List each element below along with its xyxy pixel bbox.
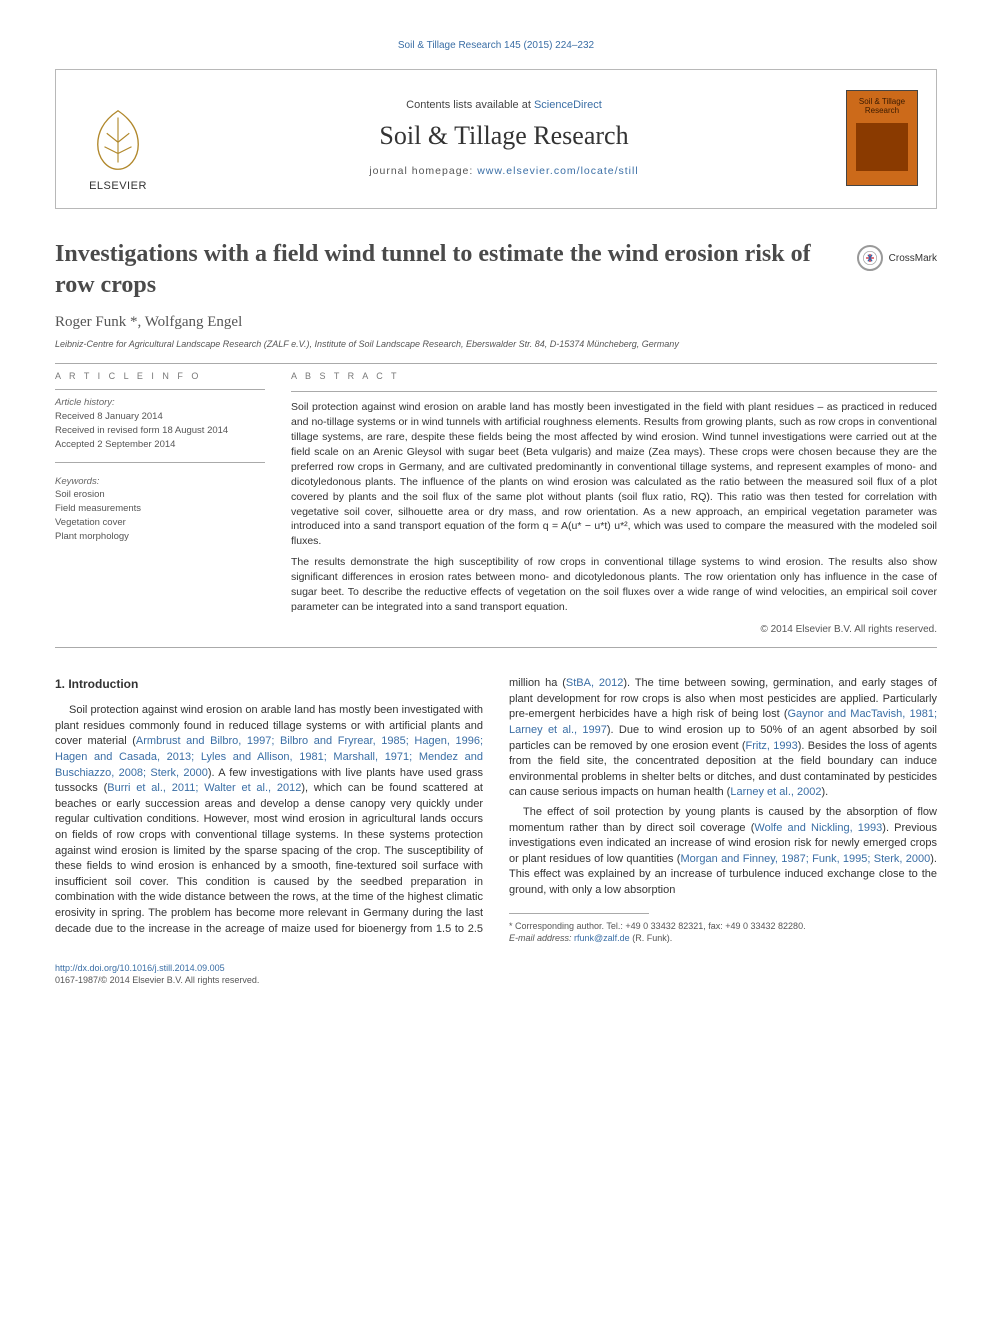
contents-prefix: Contents lists available at <box>406 99 534 111</box>
divider-info <box>55 389 265 390</box>
ref-2[interactable]: Burri et al., 2011; Walter et al., 2012 <box>107 782 301 794</box>
keywords-label: Keywords: <box>55 475 265 489</box>
journal-header: ELSEVIER Contents lists available at Sci… <box>55 69 937 209</box>
crossmark-label: CrossMark <box>889 253 937 264</box>
doi-link[interactable]: http://dx.doi.org/10.1016/j.still.2014.0… <box>55 963 225 973</box>
corresponding-email-link[interactable]: rfunk@zalf.de <box>574 933 630 943</box>
thumb-title-1: Soil & Tillage <box>859 97 905 106</box>
affiliation: Leibniz-Centre for Agricultural Landscap… <box>55 339 937 349</box>
abstract-col: A B S T R A C T Soil protection against … <box>291 370 937 637</box>
divider-abstract <box>291 391 937 392</box>
journal-issue-ref: Soil & Tillage Research 145 (2015) 224–2… <box>55 40 937 51</box>
issn-copyright: 0167-1987/© 2014 Elsevier B.V. All right… <box>55 975 259 985</box>
thumb-title-2: Research <box>865 106 899 115</box>
intro-p2: The effect of soil protection by young p… <box>509 805 937 899</box>
keyword-2: Vegetation cover <box>55 516 265 530</box>
homepage-prefix: journal homepage: <box>369 165 477 177</box>
intro-heading: 1. Introduction <box>55 676 483 693</box>
footer-block: http://dx.doi.org/10.1016/j.still.2014.0… <box>55 962 937 986</box>
homepage-link[interactable]: www.elsevier.com/locate/still <box>477 165 638 177</box>
header-center: Contents lists available at ScienceDirec… <box>180 99 828 177</box>
keyword-0: Soil erosion <box>55 488 265 502</box>
ref-3[interactable]: StBA, 2012 <box>566 677 624 689</box>
keyword-3: Plant morphology <box>55 530 265 544</box>
ref-7[interactable]: Wolfe and Nickling, 1993 <box>754 822 882 834</box>
corresponding-author-note: * Corresponding author. Tel.: +49 0 3343… <box>509 920 937 944</box>
ref-6[interactable]: Larney et al., 2002 <box>730 786 821 798</box>
abstract-p2: The results demonstrate the high suscept… <box>291 555 937 615</box>
abstract-heading: A B S T R A C T <box>291 370 937 383</box>
journal-name: Soil & Tillage Research <box>180 121 828 151</box>
history-label: Article history: <box>55 396 265 410</box>
ref-8[interactable]: Morgan and Finney, 1987; Funk, 1995; Ste… <box>680 853 930 865</box>
journal-cover-thumb: Soil & Tillage Research <box>846 90 918 186</box>
authors: Roger Funk *, Wolfgang Engel <box>55 314 937 331</box>
keyword-1: Field measurements <box>55 502 265 516</box>
footnote-separator <box>509 913 649 914</box>
article-info-heading: A R T I C L E I N F O <box>55 370 265 383</box>
crossmark-badge[interactable]: CrossMark <box>857 245 937 271</box>
elsevier-label: ELSEVIER <box>89 180 147 192</box>
abstract-copyright: © 2014 Elsevier B.V. All rights reserved… <box>291 623 937 637</box>
abstract-p1: Soil protection against wind erosion on … <box>291 400 937 549</box>
article-title: Investigations with a field wind tunnel … <box>55 239 937 300</box>
divider-top <box>55 363 937 364</box>
thumb-swatch <box>856 123 908 171</box>
contents-lists-line: Contents lists available at ScienceDirec… <box>180 99 828 111</box>
meta-abstract-row: A R T I C L E I N F O Article history: R… <box>55 370 937 637</box>
email-suffix: (R. Funk). <box>630 933 673 943</box>
sciencedirect-link[interactable]: ScienceDirect <box>534 99 602 111</box>
crossmark-icon <box>857 245 883 271</box>
corresponding-text: * Corresponding author. Tel.: +49 0 3343… <box>509 921 806 931</box>
history-received: Received 8 January 2014 <box>55 410 265 424</box>
intro-p1h: ). <box>821 786 828 798</box>
article-info-col: A R T I C L E I N F O Article history: R… <box>55 370 265 637</box>
divider-bottom <box>55 647 937 648</box>
elsevier-logo: ELSEVIER <box>74 84 162 192</box>
divider-keywords <box>55 462 265 463</box>
history-accepted: Accepted 2 September 2014 <box>55 438 265 452</box>
email-label: E-mail address: <box>509 933 574 943</box>
ref-5[interactable]: Fritz, 1993 <box>746 740 798 752</box>
intro-p1c: ), which can be found scattered at beach… <box>55 782 483 903</box>
history-revised: Received in revised form 18 August 2014 <box>55 424 265 438</box>
elsevier-tree-icon <box>82 104 154 176</box>
journal-homepage-line: journal homepage: www.elsevier.com/locat… <box>180 165 828 177</box>
article-body: 1. Introduction Soil protection against … <box>55 676 937 944</box>
journal-issue-link[interactable]: Soil & Tillage Research 145 (2015) 224–2… <box>398 40 594 51</box>
